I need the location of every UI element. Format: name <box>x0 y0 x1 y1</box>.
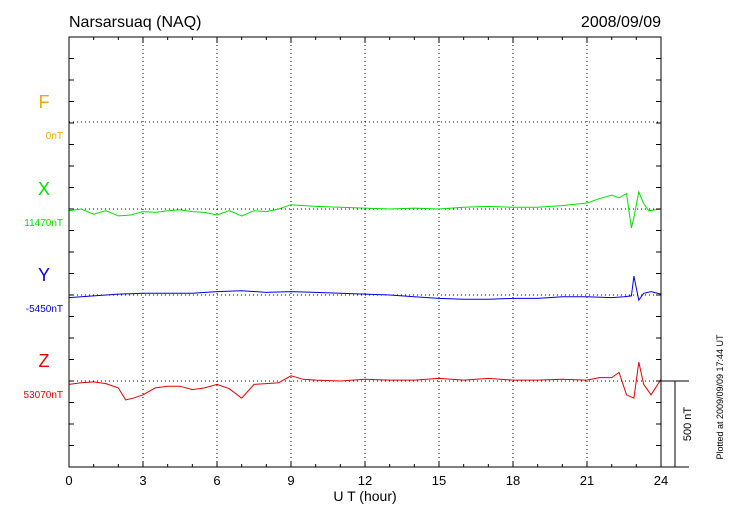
x-tick-label: 12 <box>358 473 372 488</box>
x-tick-label: 24 <box>654 473 668 488</box>
series-baselines <box>69 121 661 382</box>
series-baseline-label-z: 53070nT <box>24 390 63 401</box>
x-tick-label: 21 <box>580 473 594 488</box>
x-axis-label: U T (hour) <box>333 488 396 504</box>
series-baseline-label-x: 11470nT <box>24 218 63 229</box>
x-tick-label: 9 <box>287 473 294 488</box>
x-tick-label: 15 <box>432 473 446 488</box>
x-tick-label: 18 <box>506 473 520 488</box>
scale-bar: 500 nT <box>661 380 694 468</box>
series-line-y <box>68 276 662 302</box>
chart-date: 2008/09/09 <box>581 14 661 31</box>
series-line-x <box>68 190 662 229</box>
series-name-f: F <box>39 92 50 112</box>
series-baseline-label-y: -5450nT <box>26 304 63 315</box>
x-tick-label: 6 <box>213 473 220 488</box>
axis-ticks <box>68 36 662 468</box>
series-name-y: Y <box>38 265 50 285</box>
series-labels: F 0nT X 11470nT Y -5450nT Z 53070nT <box>24 92 63 401</box>
footer-note: Plotted at 2009/09/09 17:44 UT <box>715 334 725 460</box>
series-baseline-label-f: 0nT <box>46 131 63 142</box>
x-tick-label: 0 <box>65 473 72 488</box>
series-name-z: Z <box>39 351 50 371</box>
series-lines <box>68 190 662 401</box>
x-tick-label: 3 <box>139 473 146 488</box>
grid-lines <box>142 37 588 467</box>
x-tick-labels: 0 3 6 9 12 15 18 21 24 <box>65 473 668 488</box>
scale-bar-label: 500 nT <box>682 407 694 442</box>
series-line-z <box>68 361 662 401</box>
chart-title: Narsarsuaq (NAQ) <box>69 14 201 31</box>
series-name-x: X <box>38 179 50 199</box>
